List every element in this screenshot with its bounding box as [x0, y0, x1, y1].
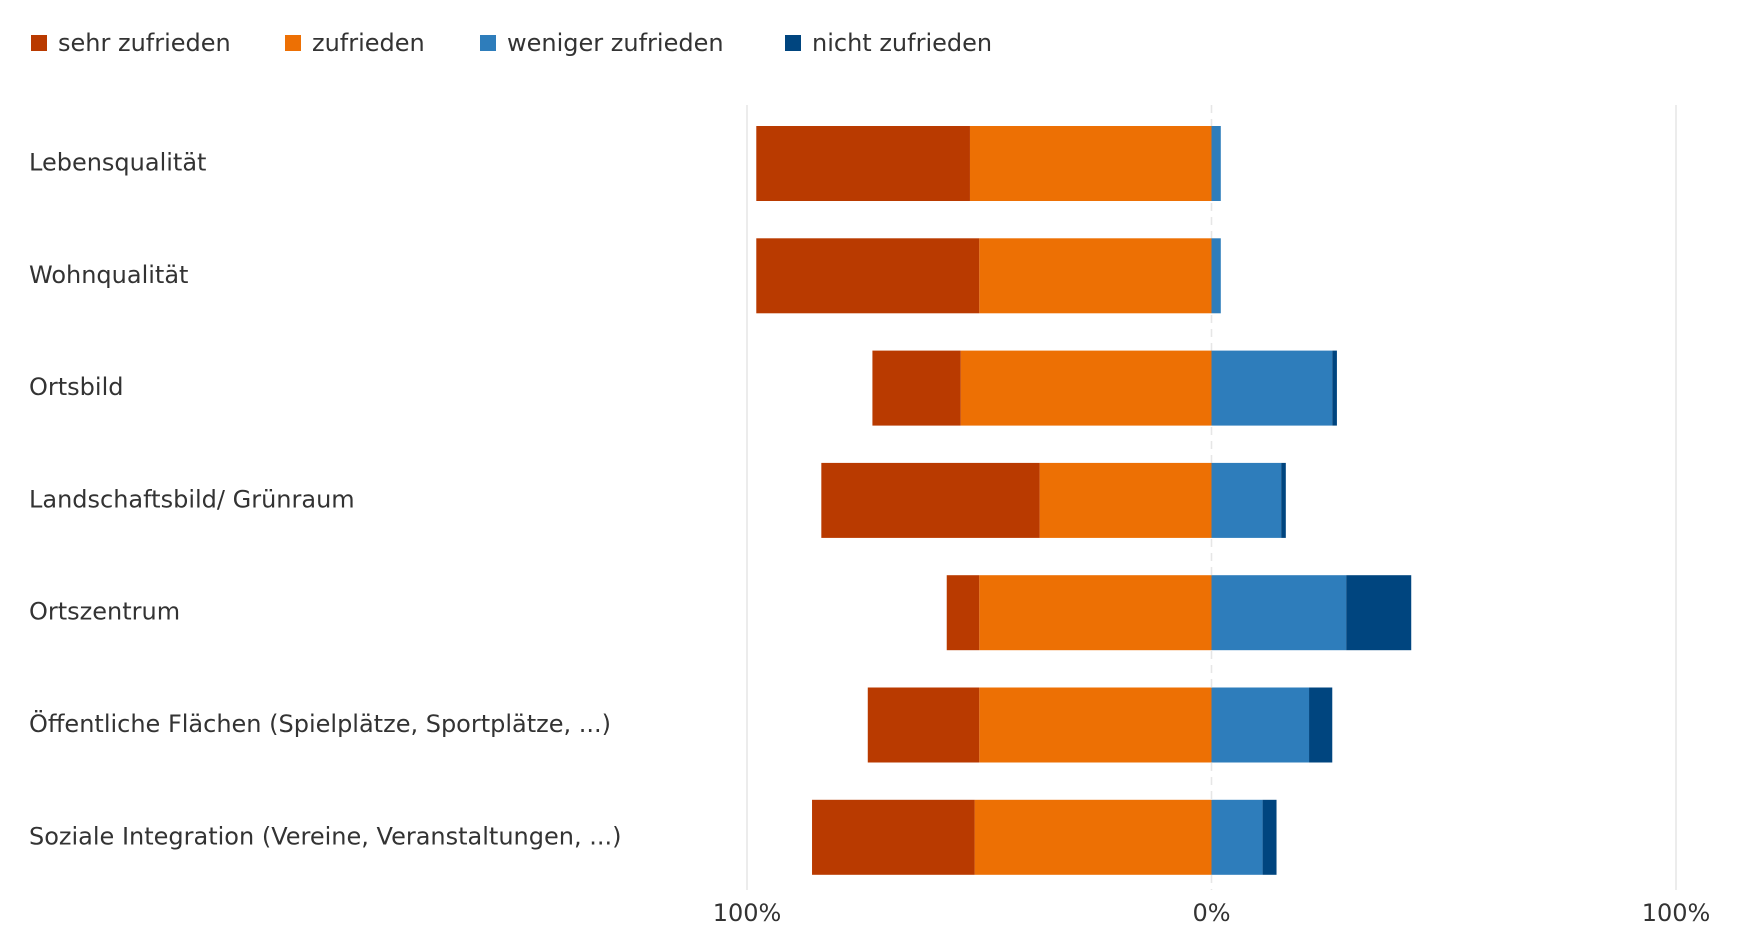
x-tick-label: 100%	[1642, 899, 1711, 927]
bar-segment	[979, 687, 1212, 763]
legend-swatch	[31, 35, 47, 51]
x-tick-label: 100%	[713, 899, 782, 927]
category-label: Soziale Integration (Vereine, Veranstalt…	[29, 822, 621, 850]
category-label: Ortszentrum	[29, 598, 180, 626]
bar-segment	[960, 350, 1212, 426]
bar-segment	[979, 238, 1212, 314]
bar-segment	[1262, 799, 1277, 875]
bar-segment	[969, 126, 1212, 201]
bar-segment	[1211, 575, 1347, 651]
legend-label: nicht zufrieden	[812, 29, 992, 57]
bar-segment	[756, 238, 980, 314]
legend-swatch	[285, 35, 301, 51]
category-label: Wohnqualität	[29, 261, 188, 289]
bar-segment	[1332, 350, 1337, 426]
bar-segment	[1211, 462, 1282, 538]
bar-segment	[1039, 462, 1212, 538]
category-label: Öffentliche Flächen (Spielplätze, Sportp…	[29, 709, 611, 738]
bar-segment	[867, 687, 980, 763]
bar-segment	[1281, 462, 1286, 538]
bar-segment	[1309, 687, 1333, 763]
category-label: Lebensqualität	[29, 149, 206, 177]
bar-segment	[1211, 799, 1263, 875]
category-label: Landschaftsbild/ Grünraum	[29, 485, 355, 513]
bar-segment	[979, 575, 1212, 651]
bar-segment	[974, 799, 1212, 875]
legend-label: weniger zufrieden	[507, 29, 724, 57]
legend-label: zufrieden	[312, 29, 425, 57]
legend-label: sehr zufrieden	[58, 29, 231, 57]
category-label: Ortsbild	[29, 373, 123, 401]
bar-segment	[812, 799, 975, 875]
bar-segment	[1211, 350, 1333, 426]
bar-segment	[1211, 126, 1221, 201]
bar-segment	[1346, 575, 1412, 651]
bar-segment	[821, 462, 1040, 538]
legend-swatch	[480, 35, 496, 51]
bar-segment	[1211, 687, 1310, 763]
bar-segment	[872, 350, 961, 426]
bar-segment	[946, 575, 980, 651]
bar-segment	[1211, 238, 1221, 314]
legend-swatch	[785, 35, 801, 51]
x-tick-label: 0%	[1192, 899, 1230, 927]
bar-segment	[756, 126, 970, 201]
